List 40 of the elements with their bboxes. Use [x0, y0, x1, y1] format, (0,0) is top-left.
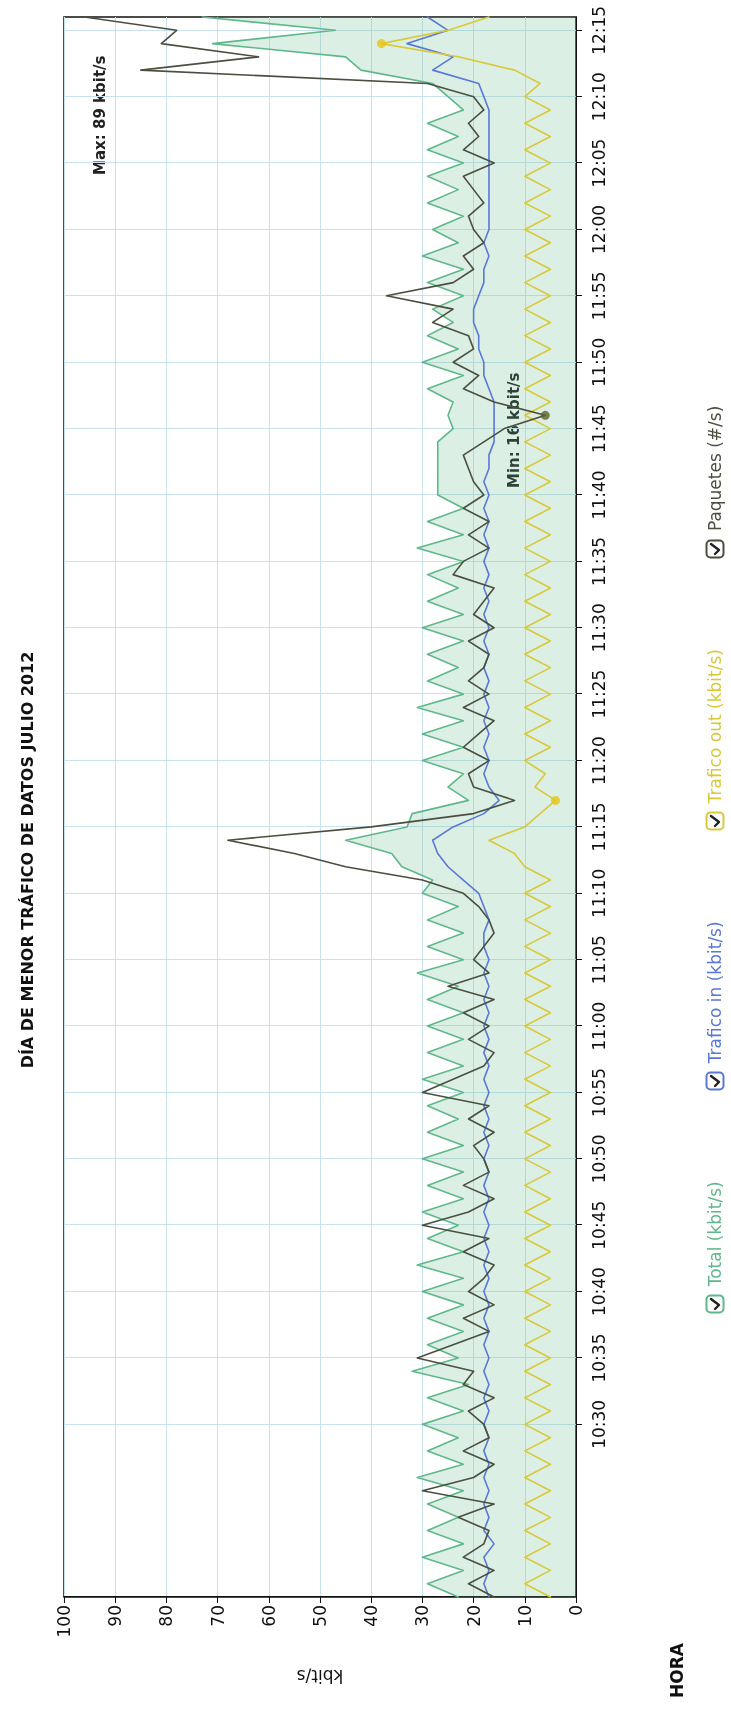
y-tick-label: 10:50: [588, 1134, 609, 1184]
y-tick-label: 11:00: [588, 1001, 609, 1051]
y-tick-label: 11:40: [588, 470, 609, 520]
y-tick-label: 11:15: [588, 802, 609, 852]
y-tick-label: 11:30: [588, 603, 609, 653]
x-tick-label: 10: [514, 1605, 535, 1627]
y-axis-title: HORA: [666, 1642, 687, 1698]
y-tick-label: 10:45: [588, 1200, 609, 1250]
y-tick-label: 12:00: [588, 204, 609, 254]
x-tick-label: 70: [207, 1605, 228, 1627]
x-tick-label: 20: [463, 1605, 484, 1627]
y-tick-label: 11:05: [588, 935, 609, 985]
y-tick-label: 11:50: [588, 337, 609, 387]
y-tick-label: 12:10: [588, 72, 609, 122]
x-tick-label: 30: [412, 1605, 433, 1627]
text: Paquetes (#/s): [705, 405, 725, 532]
x-axis-title: kbit/s: [296, 1665, 344, 1686]
y-tick-label: 10:35: [588, 1333, 609, 1383]
text: Total (kbit/s): [705, 1181, 725, 1287]
text: DÍA DE MENOR TRÁFICO DE DATOS JULIO 2012: [17, 651, 37, 1069]
y-tick-label: 10:40: [588, 1267, 609, 1317]
y-tick-label: 11:10: [588, 868, 609, 918]
x-tick-label: 100: [54, 1605, 74, 1638]
y-tick-label: 11:45: [588, 404, 609, 454]
y-tick-label: 11:55: [588, 271, 609, 321]
x-tick-label: 90: [105, 1605, 126, 1627]
y-tick-label: 12:05: [588, 138, 609, 188]
x-tick-label: 40: [361, 1605, 382, 1627]
x-tick-label: 50: [310, 1605, 330, 1627]
y-tick-label: 10:30: [588, 1399, 609, 1449]
x-tick-label: 80: [156, 1605, 177, 1627]
x-tick-label: 0: [566, 1605, 586, 1616]
y-tick-label: 11:35: [588, 536, 609, 586]
text: Trafico out (kbit/s): [705, 649, 725, 804]
y-tick-label: 12:15: [588, 5, 609, 55]
y-tick-label: 10:55: [588, 1067, 609, 1117]
x-tick-label: 60: [258, 1605, 279, 1627]
y-tick-label: 11:20: [588, 736, 609, 786]
text: Trafico in (kbit/s): [705, 921, 725, 1064]
y-tick-label: 11:25: [588, 669, 609, 719]
